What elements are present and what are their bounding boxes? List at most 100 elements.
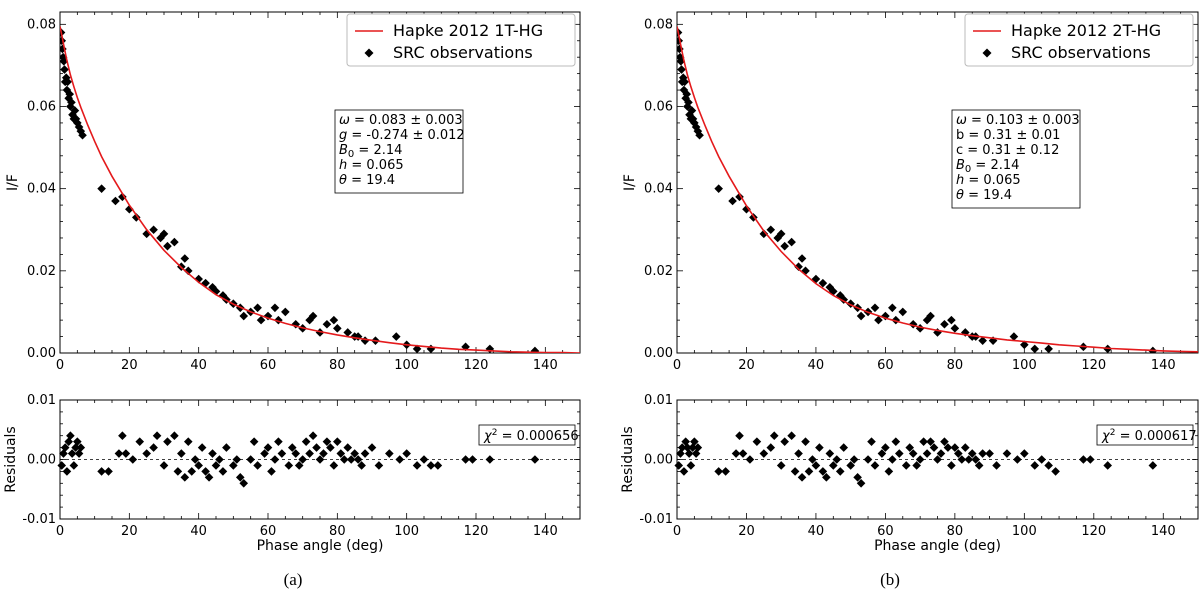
residual-point: [801, 437, 810, 446]
residual-point: [339, 455, 349, 464]
residual-point: [943, 443, 953, 452]
residual-point: [69, 461, 79, 470]
residual-point: [277, 449, 287, 458]
observation-point: [142, 229, 151, 239]
x-tick-label: 100: [1012, 358, 1037, 373]
chart-panel-b: 0 20 40 60 80 100 120 1400.000.020.040.060.08I/…: [620, 11, 1199, 589]
observation-point: [776, 229, 786, 239]
residual-point: [992, 461, 1001, 470]
residual-point: [776, 461, 786, 470]
residuals-series: [57, 431, 540, 488]
residual-point: [73, 437, 82, 446]
observation-point: [322, 319, 332, 329]
chi-squared-label: χ2 = 0.000617: [1101, 428, 1197, 444]
observation-point: [888, 303, 897, 313]
x-axis-label: Phase angle (deg): [874, 538, 1001, 554]
observation-point: [947, 315, 956, 325]
residual-point: [832, 455, 842, 464]
observation-point: [308, 311, 318, 321]
x-tick-label: 140: [533, 524, 558, 539]
parameter-segment: b = 0.31 ± 0.01: [956, 128, 1060, 143]
observation-point: [728, 196, 737, 206]
residual-point: [530, 455, 540, 464]
observation-point: [530, 346, 540, 353]
residual-point: [62, 467, 72, 476]
residual-point: [211, 461, 221, 470]
chi-exponent: 2: [492, 428, 498, 438]
residual-point: [679, 467, 689, 476]
observation-point: [256, 315, 266, 325]
residual-point: [822, 473, 831, 482]
residual-point: [863, 455, 873, 464]
residual-point: [1051, 467, 1060, 476]
observation-point: [270, 303, 280, 313]
legend-marker-swatch: [982, 48, 992, 58]
observation-point: [60, 44, 67, 54]
parameter-box-frame: [334, 109, 464, 194]
residual-point: [964, 455, 974, 464]
residual-point: [891, 437, 901, 446]
residual-point: [128, 455, 138, 464]
residual-point: [374, 461, 384, 470]
residual-point: [67, 449, 77, 458]
parameter-line: B0 = 2.14: [956, 158, 1019, 175]
residual-point: [333, 437, 342, 446]
observation-point: [239, 311, 249, 321]
residual-point: [104, 467, 113, 476]
residual-point: [735, 431, 744, 440]
residual-point: [222, 443, 231, 452]
parameter-segment: = 19.4: [964, 188, 1012, 203]
observation-point: [281, 307, 290, 317]
observation-point: [461, 342, 470, 352]
y-axis-label: I/F: [622, 174, 638, 191]
residual-point: [677, 443, 687, 452]
y-tick-label: 0.00: [27, 346, 56, 361]
parameter-segment: 0: [348, 149, 354, 160]
residual-point: [149, 443, 158, 452]
residual-point: [967, 449, 977, 458]
residual-point: [929, 443, 939, 452]
y-tick-label: 0.06: [27, 99, 56, 114]
residual-axes: 0 20 40 60 80 100 120 140 -0.01 0.00 0.01 Residuals…: [620, 393, 1199, 554]
residual-point: [681, 437, 690, 446]
x-tick-label: 120: [464, 358, 489, 373]
parameter-line: θ = 19.4: [956, 188, 1012, 203]
x-tick-label: 140: [1151, 358, 1176, 373]
residual-point: [190, 455, 200, 464]
residual-point: [870, 461, 880, 470]
residual-point: [170, 431, 179, 440]
panel-caption: (b): [880, 570, 900, 589]
residual-point: [239, 479, 249, 488]
observation-point: [218, 291, 228, 300]
residual-point: [159, 461, 169, 470]
x-tick-label: 140: [533, 358, 558, 373]
legend-marker-swatch: [364, 48, 374, 58]
residual-point: [246, 455, 255, 464]
parameter-segment: B: [956, 158, 965, 173]
residual-point: [426, 461, 436, 470]
residual-point: [919, 437, 928, 446]
residual-point: [71, 443, 80, 452]
x-tick-label: 40: [190, 524, 207, 539]
residual-point: [797, 473, 807, 482]
residual-point: [674, 461, 684, 470]
parameter-box-frame: [951, 109, 1081, 209]
x-tick-label: 20: [121, 524, 138, 539]
residual-point: [1002, 449, 1012, 458]
observation-point: [274, 315, 283, 325]
observation-point: [1030, 344, 1040, 353]
residual-point: [433, 461, 443, 470]
residual-point: [253, 461, 262, 470]
x-tick-label: 60: [260, 358, 277, 373]
observation-point: [695, 130, 704, 140]
observation-point: [787, 237, 796, 247]
residual-point: [301, 437, 311, 446]
residual-point: [97, 467, 106, 476]
y-tick-label: 0.00: [644, 346, 673, 361]
residual-point: [360, 449, 370, 458]
parameter-segment: ω: [339, 113, 350, 128]
observation-point: [811, 274, 821, 284]
observation-point: [978, 336, 987, 345]
